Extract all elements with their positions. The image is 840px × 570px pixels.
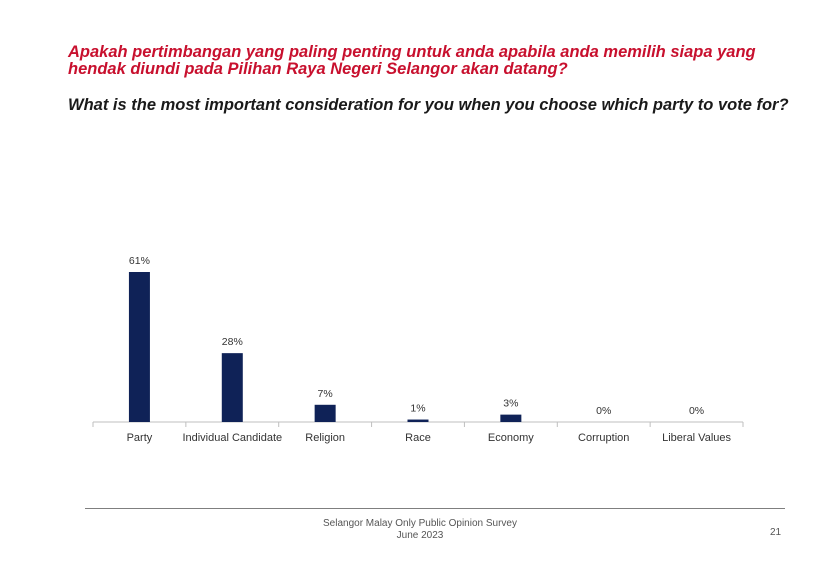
- title-malay: Apakah pertimbangan yang paling penting …: [68, 43, 756, 78]
- data-label: 1%: [410, 403, 425, 415]
- bar-party: [128, 272, 150, 422]
- category-label: Economy: [488, 432, 534, 444]
- footer-survey-name: Selangor Malay Only Public Opinion Surve…: [323, 518, 517, 529]
- category-label: Individual Candidate: [182, 432, 282, 444]
- bar-individual-candidate: [221, 353, 243, 422]
- title-english: What is the most important consideration…: [68, 96, 789, 114]
- footer-divider: [85, 508, 785, 509]
- bar-religion: [314, 404, 336, 422]
- data-label: 3%: [503, 398, 518, 410]
- footer-text: Selangor Malay Only Public Opinion Surve…: [270, 518, 570, 542]
- data-label: 0%: [596, 405, 611, 417]
- category-label: Race: [405, 432, 431, 444]
- data-label: 0%: [689, 405, 704, 417]
- data-label: 61%: [129, 255, 150, 267]
- page-number: 21: [770, 527, 782, 538]
- data-label: 7%: [318, 388, 333, 400]
- data-label: 28%: [222, 336, 243, 348]
- footer-date: June 2023: [396, 530, 444, 541]
- bar-race: [407, 419, 429, 422]
- category-label: Corruption: [578, 432, 629, 444]
- bar-economy: [500, 414, 522, 422]
- category-label: Religion: [305, 432, 345, 444]
- category-label: Party: [127, 432, 153, 444]
- category-label: Liberal Values: [662, 432, 731, 444]
